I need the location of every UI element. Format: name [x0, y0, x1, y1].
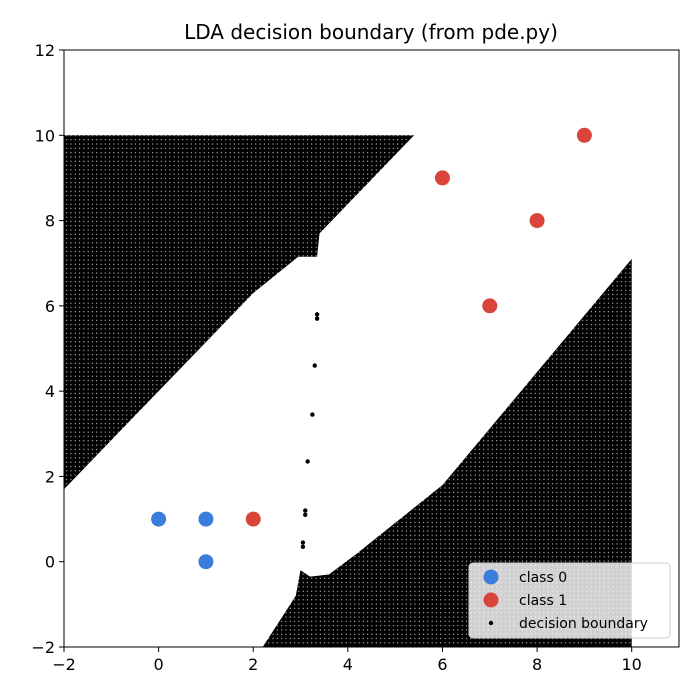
decision-boundary-point: [305, 459, 310, 464]
class-0-point: [198, 511, 214, 527]
decision-boundary-region-lower-right: [262, 258, 632, 647]
class-1-point: [245, 511, 261, 527]
y-tick-label: −2: [31, 638, 55, 657]
chart-title: LDA decision boundary (from pde.py): [184, 20, 558, 44]
class-0-point: [151, 511, 167, 527]
legend-label: class 0: [519, 570, 567, 586]
y-tick-label: 12: [35, 41, 55, 60]
decision-boundary-point: [312, 363, 317, 368]
x-tick-label: 0: [154, 655, 164, 674]
decision-boundary-point: [303, 508, 308, 513]
y-tick-label: 4: [45, 382, 55, 401]
x-tick-label: −2: [52, 655, 76, 674]
y-tick-label: 2: [45, 467, 55, 486]
class-1-point: [434, 170, 450, 186]
decision-boundary-point: [310, 412, 315, 417]
x-tick-label: 10: [622, 655, 642, 674]
class-1-point: [482, 298, 498, 314]
x-tick-label: 8: [532, 655, 542, 674]
y-tick-label: 10: [35, 126, 55, 145]
class-1-point: [529, 213, 545, 229]
y-tick-label: 6: [45, 297, 55, 316]
x-tick-label: 2: [248, 655, 258, 674]
decision-boundary-point: [314, 316, 320, 321]
decision-boundary-region-upper-left: [64, 135, 415, 490]
class-1-point: [576, 127, 592, 143]
decision-boundary-point: [314, 312, 320, 317]
axes-frame: [63, 49, 680, 648]
legend-marker: [488, 620, 494, 626]
x-tick-label: 4: [343, 655, 353, 674]
legend-label: decision boundary: [519, 616, 648, 632]
decision-boundary-point: [303, 512, 308, 518]
class-0-point: [198, 554, 214, 570]
legend-label: class 1: [519, 593, 567, 609]
decision-boundary-point: [300, 540, 306, 545]
y-tick-label: 8: [45, 212, 55, 231]
y-tick-label: 0: [45, 553, 55, 572]
legend-marker: [483, 592, 499, 608]
x-tick-label: 6: [437, 655, 447, 674]
legend-marker: [483, 569, 499, 585]
decision-boundary-point: [300, 544, 306, 549]
legend-box: [468, 562, 671, 639]
